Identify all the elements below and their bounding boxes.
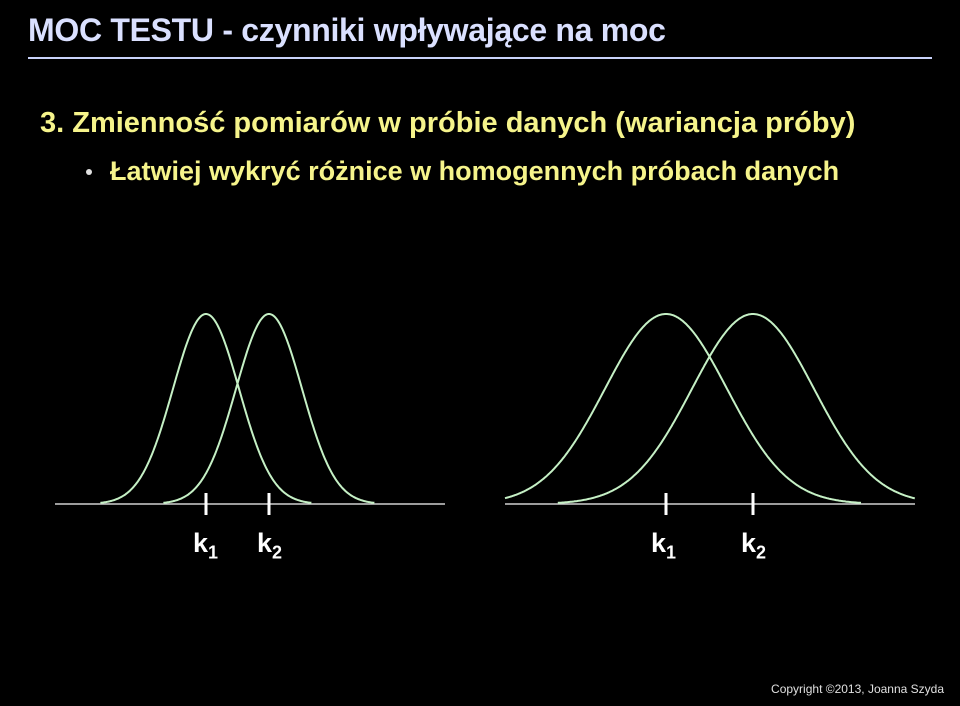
k-label: k1 [193, 528, 218, 563]
k-label: k2 [257, 528, 282, 563]
chart-left: k1 k2 [35, 300, 465, 600]
chart-right: k1 k2 [495, 300, 925, 600]
k-label: k2 [741, 528, 766, 563]
copyright-label: Copyright ©2013, Joanna Szyda [771, 682, 944, 696]
bullet-dot-icon [86, 169, 92, 175]
section-text: Zmienność pomiarów w próbie danych (wari… [72, 107, 855, 139]
section-number: 3. [40, 107, 64, 139]
bullet-text: Łatwiej wykryć różnice w homogennych pró… [110, 154, 839, 189]
section-heading: 3. Zmienność pomiarów w próbie danych (w… [40, 107, 932, 140]
title-underline [28, 57, 932, 59]
bullet-item: Łatwiej wykryć różnice w homogennych pró… [86, 154, 932, 189]
slide-title: MOC TESTU - czynniki wpływające na moc [28, 12, 932, 53]
k-label: k1 [651, 528, 676, 563]
charts-row: k1 k2 k1 k2 [0, 300, 960, 600]
